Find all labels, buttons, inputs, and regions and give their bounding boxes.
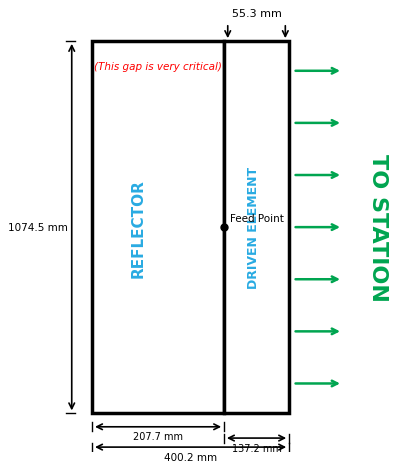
Text: 137.2 mm: 137.2 mm — [232, 443, 282, 453]
Text: 207.7 mm: 207.7 mm — [133, 432, 183, 441]
Text: www.hamradio.in: www.hamradio.in — [134, 200, 291, 218]
Text: VU3NSH - March 2013: VU3NSH - March 2013 — [101, 240, 228, 321]
Bar — [92, 42, 224, 413]
Bar — [224, 42, 289, 413]
Text: TO STATION: TO STATION — [368, 154, 388, 301]
Text: 1074.5 mm: 1074.5 mm — [8, 223, 68, 232]
Text: (This gap is very critical): (This gap is very critical) — [94, 62, 222, 72]
Text: 400.2 mm: 400.2 mm — [164, 451, 217, 462]
Text: 55.3 mm: 55.3 mm — [232, 9, 282, 19]
Text: Feed Point: Feed Point — [230, 213, 284, 223]
Text: REFLECTOR: REFLECTOR — [131, 178, 146, 277]
Text: DRIVEN ELEMENT: DRIVEN ELEMENT — [247, 167, 260, 288]
